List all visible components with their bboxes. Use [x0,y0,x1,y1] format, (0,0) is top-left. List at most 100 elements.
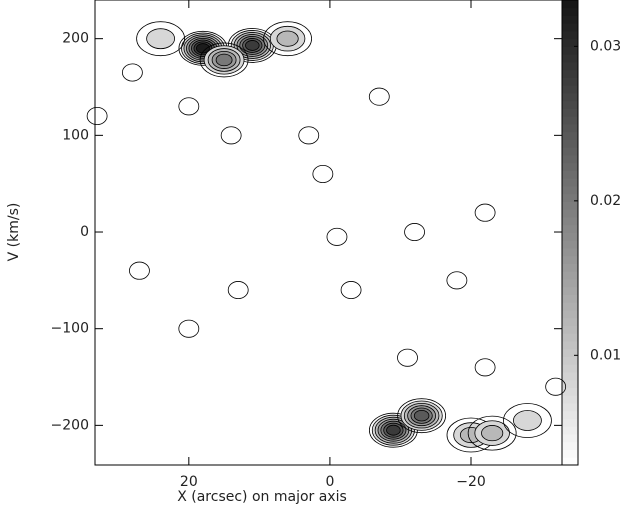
colorbar-segment [562,62,578,71]
colorbar-segment [562,15,578,24]
colorbar-segment [562,69,578,78]
colorbar-segment [562,193,578,202]
contour [129,261,150,280]
contour [386,424,401,436]
x-tick-label: 0 [325,474,334,490]
colorbar-segment [562,54,578,63]
colorbar-segment [562,372,578,381]
contour [474,203,496,222]
colorbar-segment [562,434,578,443]
contour [326,227,348,246]
contour [276,30,299,47]
colorbar-tick-label: 0.02 [590,193,621,209]
contour [136,21,186,57]
colorbar-segment [562,31,578,40]
contour [215,53,233,67]
colorbar-segment [562,325,578,334]
contour [446,271,468,290]
contour [340,281,362,300]
colorbar-segment [562,364,578,373]
contour [481,425,504,442]
colorbar-segment [562,302,578,311]
colorbar-segment [562,100,578,109]
colorbar-segment [562,23,578,32]
contour [196,43,210,54]
contour [312,165,334,184]
y-axis-label: V (km/s) [6,203,22,262]
contour [178,97,200,116]
colorbar-segment [562,248,578,257]
y-tick-label: 100 [62,127,89,143]
contour [368,87,390,106]
colorbar-segment [562,124,578,133]
contour [503,403,552,438]
y-tick-label: 200 [62,31,89,47]
contour [86,107,108,126]
colorbar-segment [562,286,578,295]
colorbar-segment [562,85,578,94]
colorbar-segment [562,356,578,365]
colorbar-segment [562,255,578,264]
colorbar-segment [562,155,578,164]
colorbar-segment [562,162,578,171]
colorbar-segment [562,116,578,125]
colorbar-segment [562,139,578,148]
contour [178,319,200,338]
contour [513,410,542,431]
colorbar-segment [562,333,578,342]
colorbar-segment [562,379,578,388]
contour [413,409,430,422]
colorbar-segment [562,317,578,326]
contour [121,63,143,82]
y-tick-label: −200 [51,417,89,433]
colorbar-segment [562,186,578,195]
colorbar-segment [562,310,578,319]
colorbar-tick-label: 0.01 [590,347,621,363]
colorbar-segment [562,147,578,156]
colorbar-segment [562,240,578,249]
contour [397,348,418,367]
colorbar-segment [562,457,578,466]
colorbar-segment [562,170,578,179]
colorbar-segment [562,178,578,187]
colorbar-segment [562,271,578,280]
colorbar-segment [562,387,578,396]
contour [220,126,242,145]
x-axis-label: X (arcsec) on major axis [177,489,347,505]
contour [263,21,312,57]
colorbar-segment [562,410,578,419]
colorbar-segment [562,209,578,218]
y-tick-label: −100 [51,321,89,337]
colorbar-segment [562,38,578,47]
contour [397,398,447,434]
colorbar-segment [562,201,578,210]
colorbar-segment [562,348,578,357]
contour [474,358,496,377]
colorbar-segment [562,224,578,233]
colorbar-segment [562,341,578,350]
colorbar-segment [562,294,578,303]
contour [545,377,567,396]
colorbar-tick-label: 0.03 [590,38,621,54]
colorbar-segment [562,7,578,16]
contour [146,28,176,50]
colorbar-segment [562,418,578,427]
colorbar-segment [562,217,578,226]
contour [199,42,249,78]
colorbar-segment [562,46,578,55]
x-tick-label: 20 [180,474,198,490]
x-tick-label: −20 [456,474,486,490]
colorbar-segment [562,263,578,272]
colorbar-segment [562,0,578,9]
contour [467,415,517,451]
colorbar-segment [562,93,578,102]
colorbar-segment [562,279,578,288]
colorbar-segment [562,131,578,140]
colorbar-segment [562,403,578,412]
y-tick-label: 0 [80,224,89,240]
colorbar-segment [562,77,578,86]
colorbar-segment [562,449,578,458]
colorbar-segment [562,108,578,117]
contour [227,281,249,300]
